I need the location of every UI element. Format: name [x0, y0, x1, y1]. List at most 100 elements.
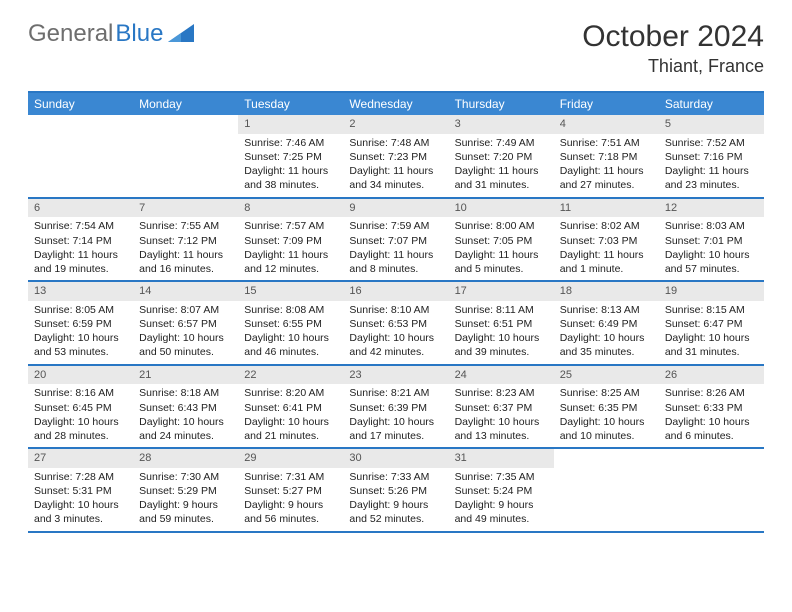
calendar-cell [28, 115, 133, 199]
calendar-cell: 10Sunrise: 8:00 AMSunset: 7:05 PMDayligh… [449, 199, 554, 283]
sunset-line: Sunset: 6:43 PM [139, 401, 232, 415]
cell-body: Sunrise: 7:51 AMSunset: 7:18 PMDaylight:… [554, 134, 659, 197]
day-number: 28 [133, 449, 238, 468]
daylight-line: Daylight: 10 hours and 57 minutes. [665, 248, 758, 276]
sunset-line: Sunset: 7:05 PM [455, 234, 548, 248]
sunset-line: Sunset: 5:29 PM [139, 484, 232, 498]
sunrise-line: Sunrise: 8:21 AM [349, 386, 442, 400]
day-header: Wednesday [343, 93, 448, 115]
cell-body: Sunrise: 7:46 AMSunset: 7:25 PMDaylight:… [238, 134, 343, 197]
sunset-line: Sunset: 5:27 PM [244, 484, 337, 498]
sunrise-line: Sunrise: 7:31 AM [244, 470, 337, 484]
calendar-cell: 23Sunrise: 8:21 AMSunset: 6:39 PMDayligh… [343, 366, 448, 450]
calendar-cell: 8Sunrise: 7:57 AMSunset: 7:09 PMDaylight… [238, 199, 343, 283]
sunrise-line: Sunrise: 7:52 AM [665, 136, 758, 150]
daylight-line: Daylight: 9 hours and 49 minutes. [455, 498, 548, 526]
cell-body: Sunrise: 8:20 AMSunset: 6:41 PMDaylight:… [238, 384, 343, 447]
daylight-line: Daylight: 9 hours and 56 minutes. [244, 498, 337, 526]
calendar-cell: 12Sunrise: 8:03 AMSunset: 7:01 PMDayligh… [659, 199, 764, 283]
cell-body: Sunrise: 8:05 AMSunset: 6:59 PMDaylight:… [28, 301, 133, 364]
sunrise-line: Sunrise: 7:55 AM [139, 219, 232, 233]
cell-body: Sunrise: 7:35 AMSunset: 5:24 PMDaylight:… [449, 468, 554, 531]
day-number: 6 [28, 199, 133, 218]
page-header: GeneralBlue October 2024 Thiant, France [28, 20, 764, 77]
sunset-line: Sunset: 5:31 PM [34, 484, 127, 498]
calendar-cell: 29 Sunrise: 7:31 AMSunset: 5:27 PMDayligh… [238, 449, 343, 533]
cell-body: Sunrise: 8:00 AMSunset: 7:05 PMDaylight:… [449, 217, 554, 280]
cell-body: Sunrise: 8:03 AMSunset: 7:01 PMDaylight:… [659, 217, 764, 280]
sunrise-line: Sunrise: 8:08 AM [244, 303, 337, 317]
sunset-line: Sunset: 6:35 PM [560, 401, 653, 415]
cell-body: Sunrise: 7:55 AMSunset: 7:12 PMDaylight:… [133, 217, 238, 280]
sunrise-line: Sunrise: 7:46 AM [244, 136, 337, 150]
daylight-line: Daylight: 10 hours and 35 minutes. [560, 331, 653, 359]
day-header: Saturday [659, 93, 764, 115]
day-header: Sunday [28, 93, 133, 115]
day-number: 11 [554, 199, 659, 218]
calendar-cell: 24Sunrise: 8:23 AMSunset: 6:37 PMDayligh… [449, 366, 554, 450]
calendar-cell [659, 449, 764, 533]
day-number: 20 [28, 366, 133, 385]
calendar-cell: 30Sunrise: 7:33 AMSunset: 5:26 PMDayligh… [343, 449, 448, 533]
day-number: 21 [133, 366, 238, 385]
calendar-cell: 14Sunrise: 8:07 AMSunset: 6:57 PMDayligh… [133, 282, 238, 366]
sunrise-line: Sunrise: 7:48 AM [349, 136, 442, 150]
cell-body: Sunrise: 8:26 AMSunset: 6:33 PMDaylight:… [659, 384, 764, 447]
logo: GeneralBlue [28, 20, 194, 48]
daylight-line: Daylight: 11 hours and 31 minutes. [455, 164, 548, 192]
cell-body: Sunrise: 8:23 AMSunset: 6:37 PMDaylight:… [449, 384, 554, 447]
sunset-line: Sunset: 7:20 PM [455, 150, 548, 164]
location-title: Thiant, France [582, 56, 764, 77]
daylight-line: Daylight: 10 hours and 3 minutes. [34, 498, 127, 526]
calendar-cell [554, 449, 659, 533]
daylight-line: Daylight: 11 hours and 38 minutes. [244, 164, 337, 192]
sunrise-line: Sunrise: 8:07 AM [139, 303, 232, 317]
calendar-cell: 18Sunrise: 8:13 AMSunset: 6:49 PMDayligh… [554, 282, 659, 366]
sunrise-line: Sunrise: 8:00 AM [455, 219, 548, 233]
calendar-cell: 27Sunrise: 7:28 AMSunset: 5:31 PMDayligh… [28, 449, 133, 533]
sunrise-line: Sunrise: 8:13 AM [560, 303, 653, 317]
daylight-line: Daylight: 10 hours and 17 minutes. [349, 415, 442, 443]
daylight-line: Daylight: 10 hours and 39 minutes. [455, 331, 548, 359]
logo-text-1: General [28, 20, 113, 48]
calendar-cell: 6Sunrise: 7:54 AMSunset: 7:14 PMDaylight… [28, 199, 133, 283]
calendar-cell: 31Sunrise: 7:35 AMSunset: 5:24 PMDayligh… [449, 449, 554, 533]
sunset-line: Sunset: 6:57 PM [139, 317, 232, 331]
daylight-line: Daylight: 10 hours and 24 minutes. [139, 415, 232, 443]
day-number: 29 [238, 449, 343, 468]
sunrise-line: Sunrise: 7:28 AM [34, 470, 127, 484]
month-title: October 2024 [582, 20, 764, 54]
sunset-line: Sunset: 6:47 PM [665, 317, 758, 331]
sunset-line: Sunset: 7:03 PM [560, 234, 653, 248]
daylight-line: Daylight: 10 hours and 13 minutes. [455, 415, 548, 443]
sunset-line: Sunset: 7:07 PM [349, 234, 442, 248]
cell-body: Sunrise: 7:59 AMSunset: 7:07 PMDaylight:… [343, 217, 448, 280]
calendar-cell: 28Sunrise: 7:30 AMSunset: 5:29 PMDayligh… [133, 449, 238, 533]
sunrise-line: Sunrise: 7:33 AM [349, 470, 442, 484]
cell-body: Sunrise: 8:13 AMSunset: 6:49 PMDaylight:… [554, 301, 659, 364]
sunrise-line: Sunrise: 7:59 AM [349, 219, 442, 233]
daylight-line: Daylight: 11 hours and 19 minutes. [34, 248, 127, 276]
cell-body: Sunrise: 8:07 AMSunset: 6:57 PMDaylight:… [133, 301, 238, 364]
calendar-grid: SundayMondayTuesdayWednesdayThursdayFrid… [28, 91, 764, 533]
cell-body: Sunrise: 8:21 AMSunset: 6:39 PMDaylight:… [343, 384, 448, 447]
sunrise-line: Sunrise: 8:03 AM [665, 219, 758, 233]
day-number: 9 [343, 199, 448, 218]
day-number: 1 [238, 115, 343, 134]
daylight-line: Daylight: 11 hours and 8 minutes. [349, 248, 442, 276]
calendar-cell: 25Sunrise: 8:25 AMSunset: 6:35 PMDayligh… [554, 366, 659, 450]
daylight-line: Daylight: 10 hours and 53 minutes. [34, 331, 127, 359]
day-number: 16 [343, 282, 448, 301]
daylight-line: Daylight: 10 hours and 46 minutes. [244, 331, 337, 359]
sunset-line: Sunset: 6:41 PM [244, 401, 337, 415]
day-number: 31 [449, 449, 554, 468]
calendar-cell: 11Sunrise: 8:02 AMSunset: 7:03 PMDayligh… [554, 199, 659, 283]
sunrise-line: Sunrise: 7:35 AM [455, 470, 548, 484]
cell-body: Sunrise: 7:52 AMSunset: 7:16 PMDaylight:… [659, 134, 764, 197]
day-number: 23 [343, 366, 448, 385]
day-number: 17 [449, 282, 554, 301]
calendar-cell: 9Sunrise: 7:59 AMSunset: 7:07 PMDaylight… [343, 199, 448, 283]
cell-body: Sunrise: 8:08 AMSunset: 6:55 PMDaylight:… [238, 301, 343, 364]
sunset-line: Sunset: 6:45 PM [34, 401, 127, 415]
sunrise-line: Sunrise: 8:02 AM [560, 219, 653, 233]
